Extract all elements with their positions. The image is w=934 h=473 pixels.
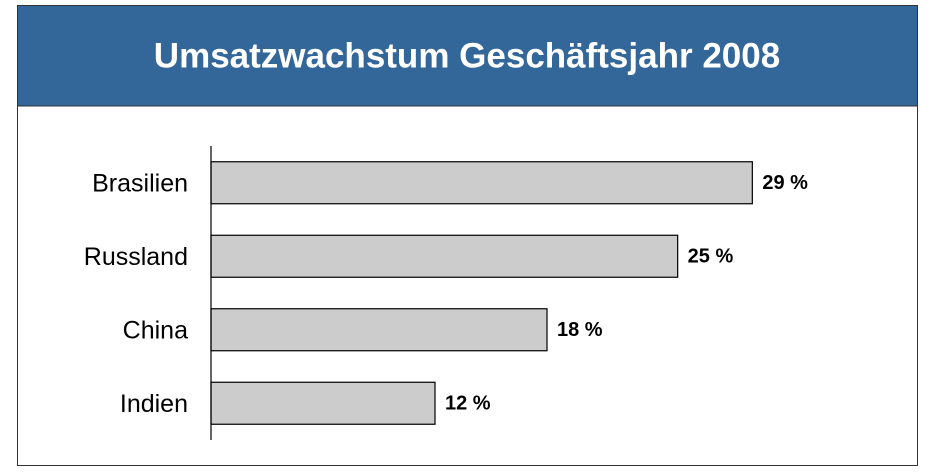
value-label: 29 % (762, 172, 808, 194)
value-label: 25 % (688, 246, 734, 268)
value-label: 12 % (445, 393, 491, 415)
bar (210, 308, 548, 352)
bar (210, 161, 753, 205)
category-label: China (123, 316, 188, 344)
category-label: Brasilien (92, 169, 188, 197)
category-label: Russland (84, 243, 188, 271)
bar (210, 381, 436, 425)
bar (210, 234, 679, 278)
value-label: 18 % (557, 319, 603, 341)
category-label: Indien (120, 390, 188, 418)
chart-title: Umsatzwachstum Geschäftsjahr 2008 (154, 36, 780, 75)
header (18, 6, 917, 106)
